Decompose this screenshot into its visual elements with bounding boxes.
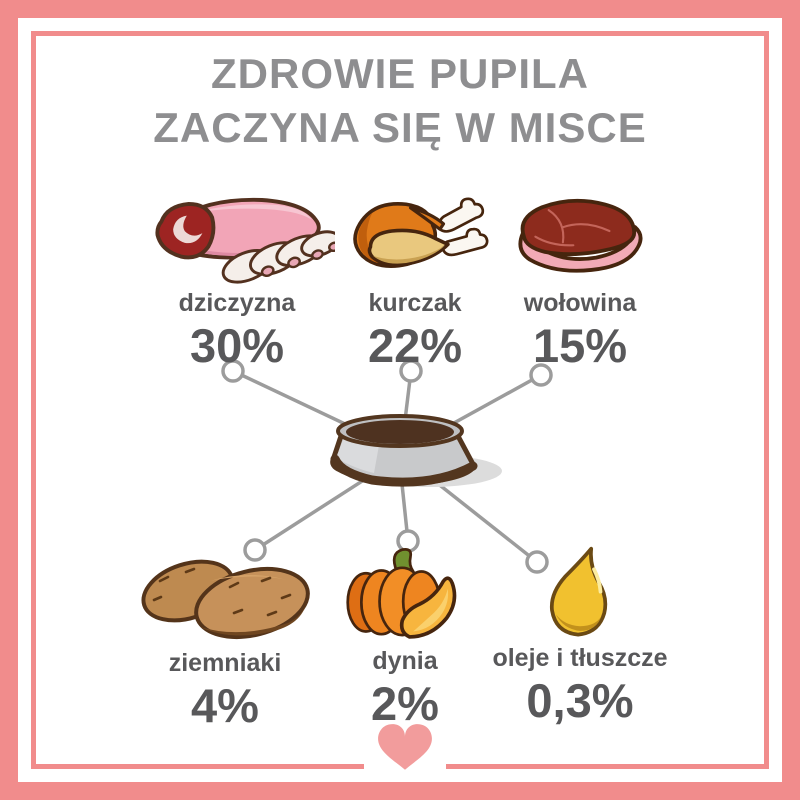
ingredient-percent: 15%	[532, 318, 628, 372]
game-meat-icon	[137, 190, 337, 288]
connector-nodes	[221, 359, 553, 574]
ingredient-wolowina: wołowina 15%	[500, 190, 660, 370]
potatoes-icon	[130, 550, 320, 648]
ingredient-label: kurczak	[368, 289, 462, 317]
dog-bowl-icon	[330, 414, 502, 487]
ingredient-percent: 22%	[367, 318, 463, 372]
heart-icon	[376, 724, 434, 772]
ingredient-label: dziczyzna	[178, 289, 296, 317]
ingredient-label: oleje i tłuszcze	[492, 644, 668, 672]
page-title-line1: ZDROWIE PUPILA	[211, 50, 589, 97]
ingredient-label: wołowina	[523, 289, 637, 317]
pumpkin-icon	[330, 547, 480, 646]
ingredient-dynia: dynia 2%	[330, 547, 480, 730]
ingredient-kurczak: kurczak 22%	[335, 190, 495, 370]
page-title: ZDROWIE PUPILA ZACZYNA SIĘ W MISCE	[0, 47, 800, 155]
oil-drop-icon	[485, 545, 675, 643]
ingredient-label: dynia	[372, 647, 438, 675]
ingredient-percent: 30%	[189, 318, 285, 372]
chicken-icon	[335, 190, 495, 288]
ingredient-ziemniaki: ziemniaki 4%	[130, 550, 320, 730]
ingredient-percent: 2%	[371, 676, 439, 730]
ingredient-dziczyzna: dziczyzna 30%	[137, 190, 337, 370]
ingredient-label: ziemniaki	[168, 649, 282, 677]
beef-steak-icon	[500, 190, 660, 288]
ingredient-percent: 4%	[191, 678, 259, 732]
ingredient-percent: 0,3%	[526, 673, 634, 727]
ingredient-oleje: oleje i tłuszcze 0,3%	[485, 545, 675, 725]
page-title-line2: ZACZYNA SIĘ W MISCE	[153, 103, 647, 151]
